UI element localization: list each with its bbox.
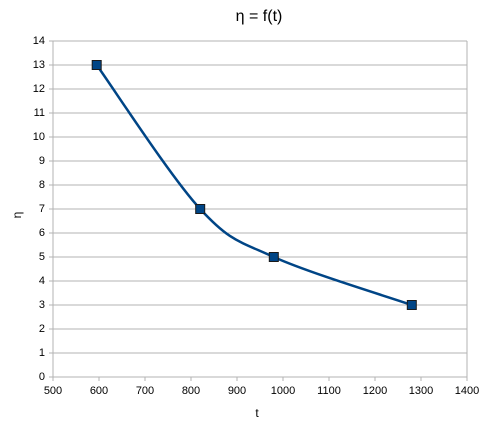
- x-tick-label: 1000: [271, 385, 295, 397]
- y-tick-label: 12: [33, 83, 45, 95]
- data-point: [91, 60, 102, 70]
- x-tick-label: 1100: [317, 385, 341, 397]
- y-tick-label: 14: [33, 35, 45, 47]
- data-point: [195, 204, 206, 214]
- y-tick-label: 6: [39, 227, 45, 239]
- x-tick-label: 1300: [409, 385, 433, 397]
- x-tick-label: 1400: [455, 385, 479, 397]
- data-point: [406, 300, 417, 310]
- y-tick-label: 4: [39, 275, 45, 287]
- y-tick-label: 11: [34, 107, 45, 119]
- x-tick-label: 600: [90, 385, 108, 397]
- x-tick-label: 500: [44, 385, 62, 397]
- y-tick-label: 3: [39, 299, 45, 311]
- y-axis-label: η: [10, 212, 24, 219]
- y-tick-label: 8: [39, 179, 45, 191]
- y-tick-label: 13: [33, 59, 45, 71]
- data-line: [95, 64, 413, 307]
- chart-title: η = f(t): [236, 8, 283, 25]
- y-tick-label: 0: [39, 371, 45, 383]
- data-point: [268, 252, 279, 262]
- y-tick-label: 5: [39, 251, 45, 263]
- y-tick-label: 10: [33, 131, 45, 143]
- x-axis-label: t: [255, 406, 259, 420]
- x-tick-label: 700: [136, 385, 154, 397]
- x-tick-label: 900: [228, 385, 246, 397]
- y-tick-label: 7: [39, 203, 45, 215]
- x-tick-label: 1200: [363, 385, 387, 397]
- y-tick-label: 9: [39, 155, 45, 167]
- y-tick-label: 2: [39, 323, 45, 335]
- x-tick-label: 800: [182, 385, 200, 397]
- y-tick-label: 1: [39, 347, 45, 359]
